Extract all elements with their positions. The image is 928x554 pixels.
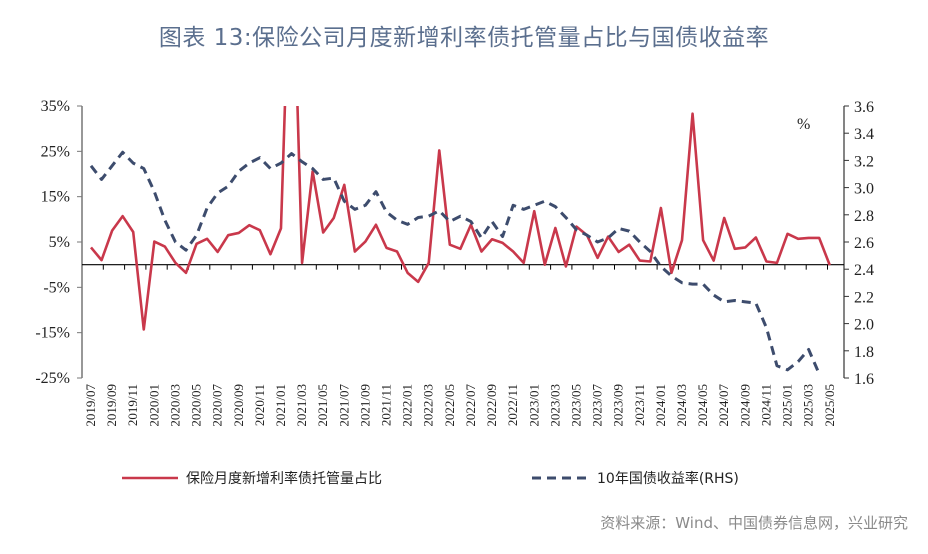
x-tick-label: 2023/05 — [568, 384, 583, 427]
x-tick-label: 2021/07 — [336, 384, 351, 427]
x-tick-label: 2020/05 — [189, 384, 204, 427]
x-tick-label: 2023/01 — [526, 384, 541, 427]
source-note: 资料来源：Wind、中国债券信息网，兴业研究 — [600, 514, 908, 532]
x-tick-label: 2023/09 — [611, 384, 626, 427]
x-tick-label: 2019/11 — [125, 384, 140, 426]
x-tick-label: 2021/05 — [315, 384, 330, 427]
right-tick-label: 2.2 — [854, 289, 874, 306]
right-tick-label: 2.4 — [854, 262, 874, 279]
legend-label-insurance-share: 保险月度新增利率债托管量占比 — [186, 470, 382, 487]
x-tick-label: 2025/05 — [822, 384, 837, 427]
right-tick-label: 3.0 — [854, 181, 874, 198]
x-tick-label: 2022/07 — [463, 384, 478, 427]
left-tick-label: 15% — [41, 189, 70, 206]
left-tick-label: 5% — [49, 234, 70, 251]
x-tick-label: 2022/05 — [442, 384, 457, 427]
x-tick-label: 2024/05 — [695, 384, 710, 427]
x-tick-label: 2021/01 — [273, 384, 288, 427]
x-tick-label: 2025/01 — [780, 384, 795, 427]
right-tick-label: 2.6 — [854, 235, 874, 252]
right-tick-label: 3.4 — [854, 126, 874, 143]
series-line-insurance-share — [90, 106, 831, 331]
left-tick-label: 25% — [41, 143, 70, 160]
x-tick-label: 2025/03 — [801, 384, 816, 427]
left-tick-label: -15% — [35, 325, 70, 342]
right-tick-label: 3.6 — [854, 99, 874, 116]
series-line-10y-yield — [89, 150, 821, 375]
x-tick-label: 2022/09 — [484, 384, 499, 427]
x-tick-label: 2020/09 — [231, 384, 246, 427]
x-tick-label: 2019/07 — [83, 384, 98, 427]
left-tick-label: -5% — [43, 279, 70, 296]
x-tick-label: 2021/03 — [294, 384, 309, 427]
x-tick-label: 2024/07 — [716, 384, 731, 427]
x-tick-label: 2020/01 — [146, 384, 161, 427]
x-tick-label: 2019/09 — [104, 384, 119, 427]
x-tick-label: 2021/09 — [357, 384, 372, 427]
x-tick-label: 2024/03 — [674, 384, 689, 427]
x-tick-label: 2024/01 — [653, 384, 668, 427]
left-tick-label: 35% — [41, 98, 70, 115]
x-tick-label: 2024/09 — [737, 384, 752, 427]
x-tick-label: 2020/11 — [252, 384, 267, 426]
right-tick-label: 2.0 — [854, 317, 874, 334]
x-tick-label: 2022/01 — [400, 384, 415, 427]
x-tick-label: 2021/11 — [379, 384, 394, 426]
x-tick-label: 2023/07 — [590, 384, 605, 427]
x-tick-label: 2024/11 — [758, 384, 773, 426]
x-tick-label: 2022/03 — [421, 384, 436, 427]
right-tick-label: 3.2 — [854, 153, 874, 170]
right-axis-unit: % — [797, 116, 810, 133]
x-tick-label: 2020/03 — [167, 384, 182, 427]
right-tick-label: 1.8 — [854, 344, 874, 361]
right-tick-label: 1.6 — [854, 371, 874, 388]
left-tick-label: -25% — [35, 370, 70, 387]
x-tick-label: 2023/03 — [547, 384, 562, 427]
legend-label-10y-yield: 10年国债收益率(RHS) — [597, 470, 739, 487]
x-tick-label: 2023/11 — [632, 384, 647, 426]
chart-title: 图表 13:保险公司月度新增利率债托管量占比与国债收益率 — [158, 25, 770, 51]
x-tick-label: 2022/11 — [505, 384, 520, 426]
right-tick-label: 2.8 — [854, 208, 874, 225]
x-tick-label: 2020/07 — [210, 384, 225, 427]
